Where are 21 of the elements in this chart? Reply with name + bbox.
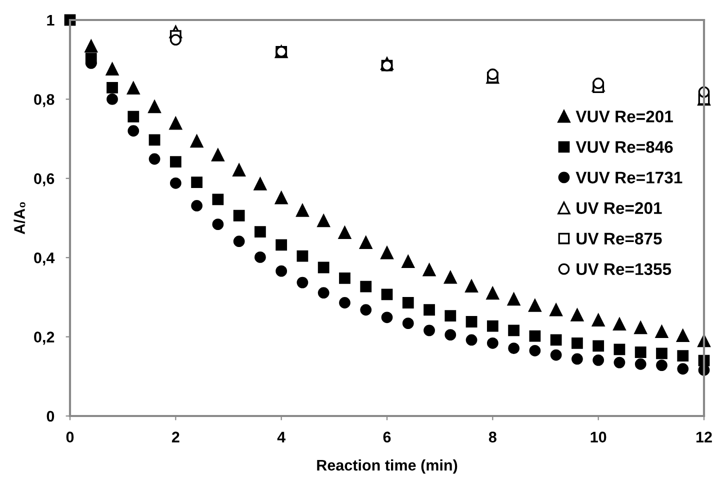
y-tick-label: 0 xyxy=(46,410,54,422)
legend-label: UV Re=1355 xyxy=(576,263,672,276)
x-tick-label: 4 xyxy=(277,432,286,442)
y-tick-label: 0,2 xyxy=(34,332,54,345)
legend-label: VUV Re=1731 xyxy=(576,172,682,184)
y-tick-label: 0,4 xyxy=(34,252,55,266)
y-axis-title: A/A₀ xyxy=(14,202,26,234)
x-tick-label: 8 xyxy=(488,432,496,442)
x-tick-label: 2 xyxy=(172,432,180,442)
legend-label: VUV Re=846 xyxy=(576,141,673,153)
x-axis-title: Reaction time (min) xyxy=(317,459,458,474)
x-tick-label: 12 xyxy=(696,432,712,442)
x-tick-label: 6 xyxy=(383,432,391,442)
y-tick-label: 0,6 xyxy=(34,173,54,186)
legend-label: VUV Re=201 xyxy=(576,110,673,122)
x-tick-label: 10 xyxy=(590,432,606,442)
legend-label: UV Re=875 xyxy=(576,232,662,245)
y-tick-label: 1 xyxy=(47,15,54,26)
y-tick-label: 0,8 xyxy=(34,94,54,108)
legend-label: UV Re=201 xyxy=(576,202,662,214)
x-tick-label: 0 xyxy=(66,432,74,442)
